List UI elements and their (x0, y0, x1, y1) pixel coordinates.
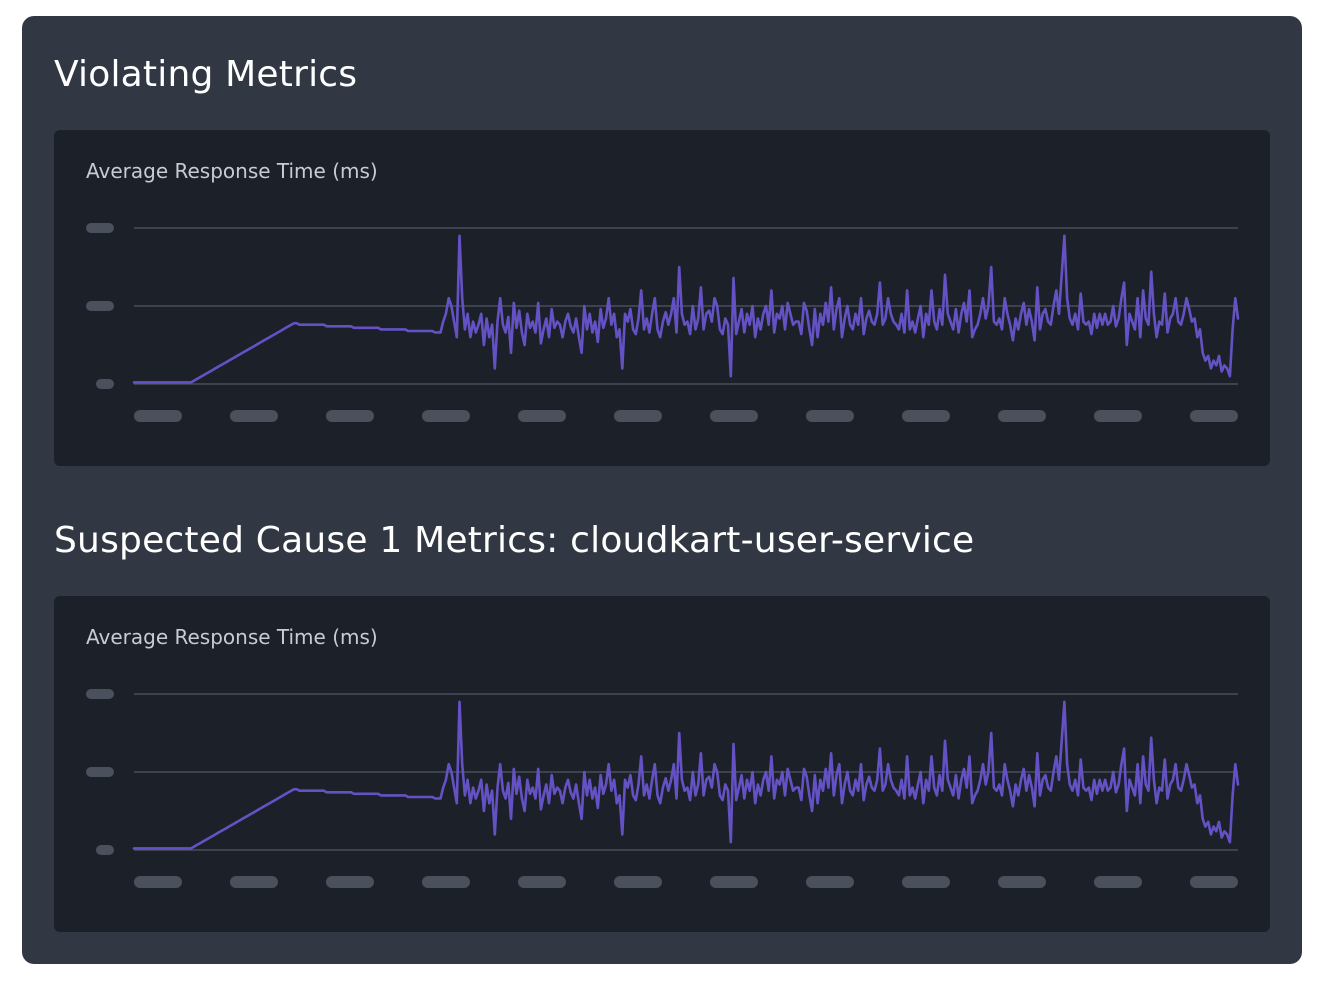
x-tick-label-placeholder (998, 410, 1046, 422)
response-time-chart (86, 689, 1240, 888)
x-tick-label-placeholder (134, 876, 182, 888)
y-tick-label-placeholder (86, 689, 114, 699)
x-tick-label-placeholder (614, 410, 662, 422)
y-tick-label-placeholder (96, 379, 114, 389)
x-tick-label-placeholder (902, 876, 950, 888)
y-tick-label-placeholder (86, 301, 114, 311)
x-tick-label-placeholder (710, 410, 758, 422)
x-tick-label-placeholder (134, 410, 182, 422)
chart-title: Average Response Time (ms) (86, 159, 378, 183)
x-tick-label-placeholder (710, 876, 758, 888)
x-tick-label-placeholder (230, 876, 278, 888)
x-tick-label-placeholder (422, 876, 470, 888)
x-tick-label-placeholder (422, 410, 470, 422)
chart-card-violating: Average Response Time (ms) (54, 130, 1270, 466)
x-tick-label-placeholder (1094, 410, 1142, 422)
x-tick-label-placeholder (326, 410, 374, 422)
section-title-suspected-cause: Suspected Cause 1 Metrics: cloudkart-use… (54, 520, 975, 561)
series-line (132, 234, 1240, 384)
section-title-violating-metrics: Violating Metrics (54, 54, 358, 95)
x-tick-label-placeholder (1190, 410, 1238, 422)
x-tick-label-placeholder (902, 410, 950, 422)
x-tick-label-placeholder (1094, 876, 1142, 888)
chart-card-suspected-cause: Average Response Time (ms) (54, 596, 1270, 932)
response-time-chart (86, 223, 1240, 422)
x-tick-label-placeholder (806, 876, 854, 888)
x-tick-label-placeholder (998, 876, 1046, 888)
y-tick-label-placeholder (96, 845, 114, 855)
x-tick-label-placeholder (1190, 876, 1238, 888)
series-line (132, 700, 1240, 850)
x-tick-label-placeholder (518, 876, 566, 888)
x-tick-label-placeholder (326, 876, 374, 888)
x-tick-label-placeholder (614, 876, 662, 888)
x-tick-label-placeholder (806, 410, 854, 422)
x-tick-label-placeholder (230, 410, 278, 422)
chart-title: Average Response Time (ms) (86, 625, 378, 649)
y-tick-label-placeholder (86, 767, 114, 777)
metrics-panel: Violating Metrics Average Response Time … (22, 16, 1302, 964)
x-tick-label-placeholder (518, 410, 566, 422)
y-tick-label-placeholder (86, 223, 114, 233)
